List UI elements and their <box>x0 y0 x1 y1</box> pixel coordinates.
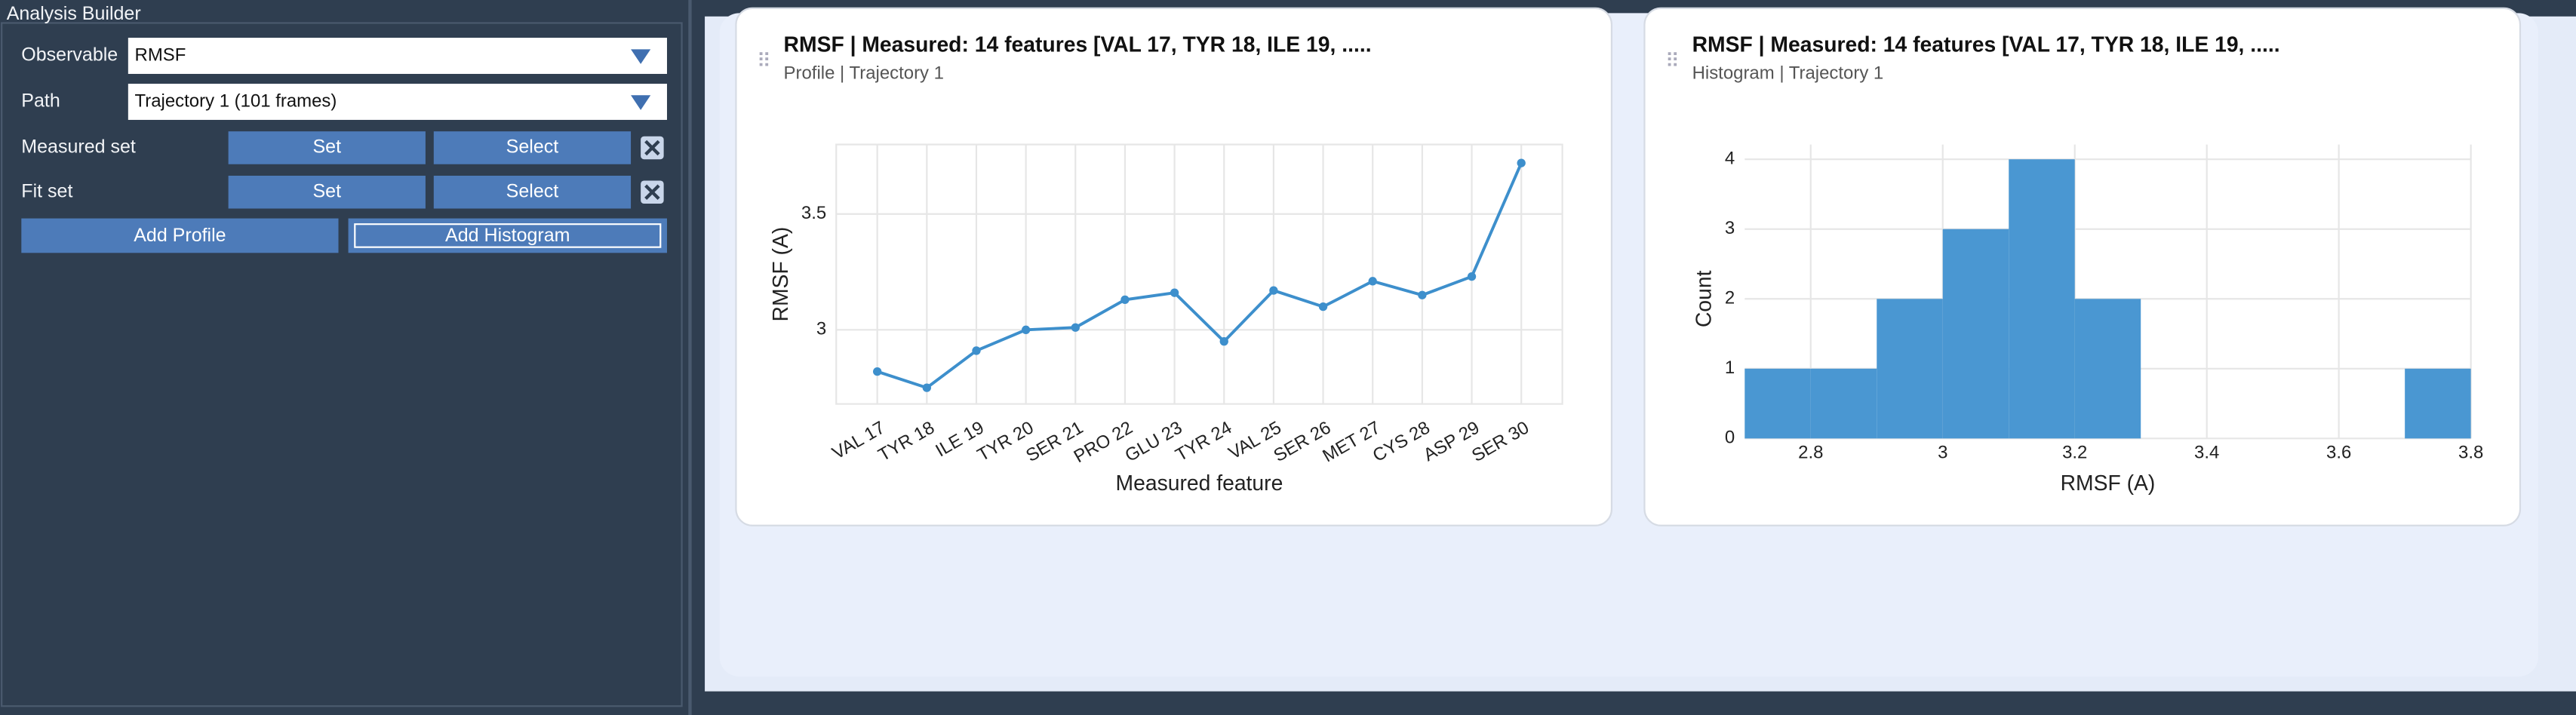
x-axis-label: RMSF (A) <box>2061 471 2156 495</box>
chart-subtitle: Profile | Trajectory 1 <box>784 63 944 83</box>
point <box>1418 290 1427 299</box>
splitter <box>688 0 692 715</box>
chart-title: RMSF | Measured: 14 features [VAL 17, TY… <box>1692 32 2280 56</box>
focus-ring <box>354 223 662 248</box>
button-label: Set <box>313 180 342 201</box>
histogram-bar <box>1744 368 1811 439</box>
sidebar-title: Analysis Builder <box>7 3 141 24</box>
point <box>873 367 882 376</box>
select-button[interactable] <box>433 175 632 209</box>
x-tick-label: 3.2 <box>2062 442 2087 462</box>
chart-subtitle: Histogram | Trajectory 1 <box>1692 63 1884 83</box>
histogram-bar <box>2074 299 2141 439</box>
y-tick-label: 3.5 <box>801 203 826 223</box>
x-axis-label: Measured feature <box>1116 471 1283 495</box>
histogram-bar <box>1877 299 1943 439</box>
plot-area <box>835 143 1563 405</box>
dropdown-value: Trajectory 1 (101 frames) <box>135 91 337 111</box>
y-tick-label: 3 <box>1725 218 1735 238</box>
dropdown-arrow <box>631 49 651 64</box>
x-tick-label: 2.8 <box>1798 442 1823 462</box>
add-profile-button[interactable] <box>21 218 339 253</box>
point <box>1467 272 1477 281</box>
point <box>1517 158 1526 167</box>
x-tick-label: 3 <box>1938 442 1947 462</box>
y-tick-label: 4 <box>1725 149 1735 169</box>
x-tick-label: 3.6 <box>2326 442 2351 462</box>
drag-handle[interactable]: ⠿ <box>1665 50 1680 72</box>
clear-icon <box>644 184 660 200</box>
drag-handle[interactable]: ⠿ <box>757 50 771 72</box>
point <box>1021 325 1031 334</box>
histogram-bar <box>1942 229 2009 439</box>
point <box>922 383 931 392</box>
path-dropdown[interactable] <box>128 84 667 120</box>
line <box>877 162 1523 390</box>
x-tick-label: 3.8 <box>2458 442 2483 462</box>
field-label: Path <box>21 91 60 112</box>
dropdown-value: RMSF <box>135 44 186 65</box>
dropdown-arrow <box>631 95 651 110</box>
button-label: Set <box>313 137 342 158</box>
y-tick-label: 0 <box>1725 428 1735 448</box>
point <box>1120 295 1130 305</box>
point <box>1170 288 1179 297</box>
y-tick-label: 3 <box>816 319 826 339</box>
field-label: Fit set <box>21 180 72 201</box>
point <box>1318 302 1328 311</box>
set-button[interactable] <box>228 175 426 209</box>
y-tick-label: 2 <box>1725 288 1735 308</box>
point <box>1368 277 1377 286</box>
y-axis-label: RMSF (A) <box>768 227 792 322</box>
field-label: Observable <box>21 44 118 66</box>
select-button[interactable] <box>433 131 632 164</box>
histogram-bar <box>1810 368 1877 439</box>
x-tick-label: 3.4 <box>2194 442 2219 462</box>
observable-dropdown[interactable] <box>128 38 667 74</box>
button-label: Add Histogram <box>445 225 570 246</box>
point <box>1071 323 1080 332</box>
point <box>1269 286 1278 295</box>
point <box>972 346 981 355</box>
clear-icon <box>644 140 660 156</box>
chart-title: RMSF | Measured: 14 features [VAL 17, TY… <box>784 32 1372 56</box>
button-label: Select <box>506 180 559 201</box>
y-axis-label: Count <box>1692 270 1716 327</box>
sidebar: Analysis Builder Observable RMSF Path Tr… <box>1 3 683 707</box>
button-label: Add Profile <box>134 225 226 246</box>
field-label: Measured set <box>21 137 136 158</box>
set-button[interactable] <box>228 131 426 164</box>
sidebar-frame <box>1 22 683 707</box>
y-tick-label: 1 <box>1725 358 1735 378</box>
histogram-bar <box>2405 368 2471 439</box>
point <box>1219 337 1228 346</box>
button-label: Select <box>506 137 559 158</box>
histogram-bar <box>2009 159 2075 439</box>
